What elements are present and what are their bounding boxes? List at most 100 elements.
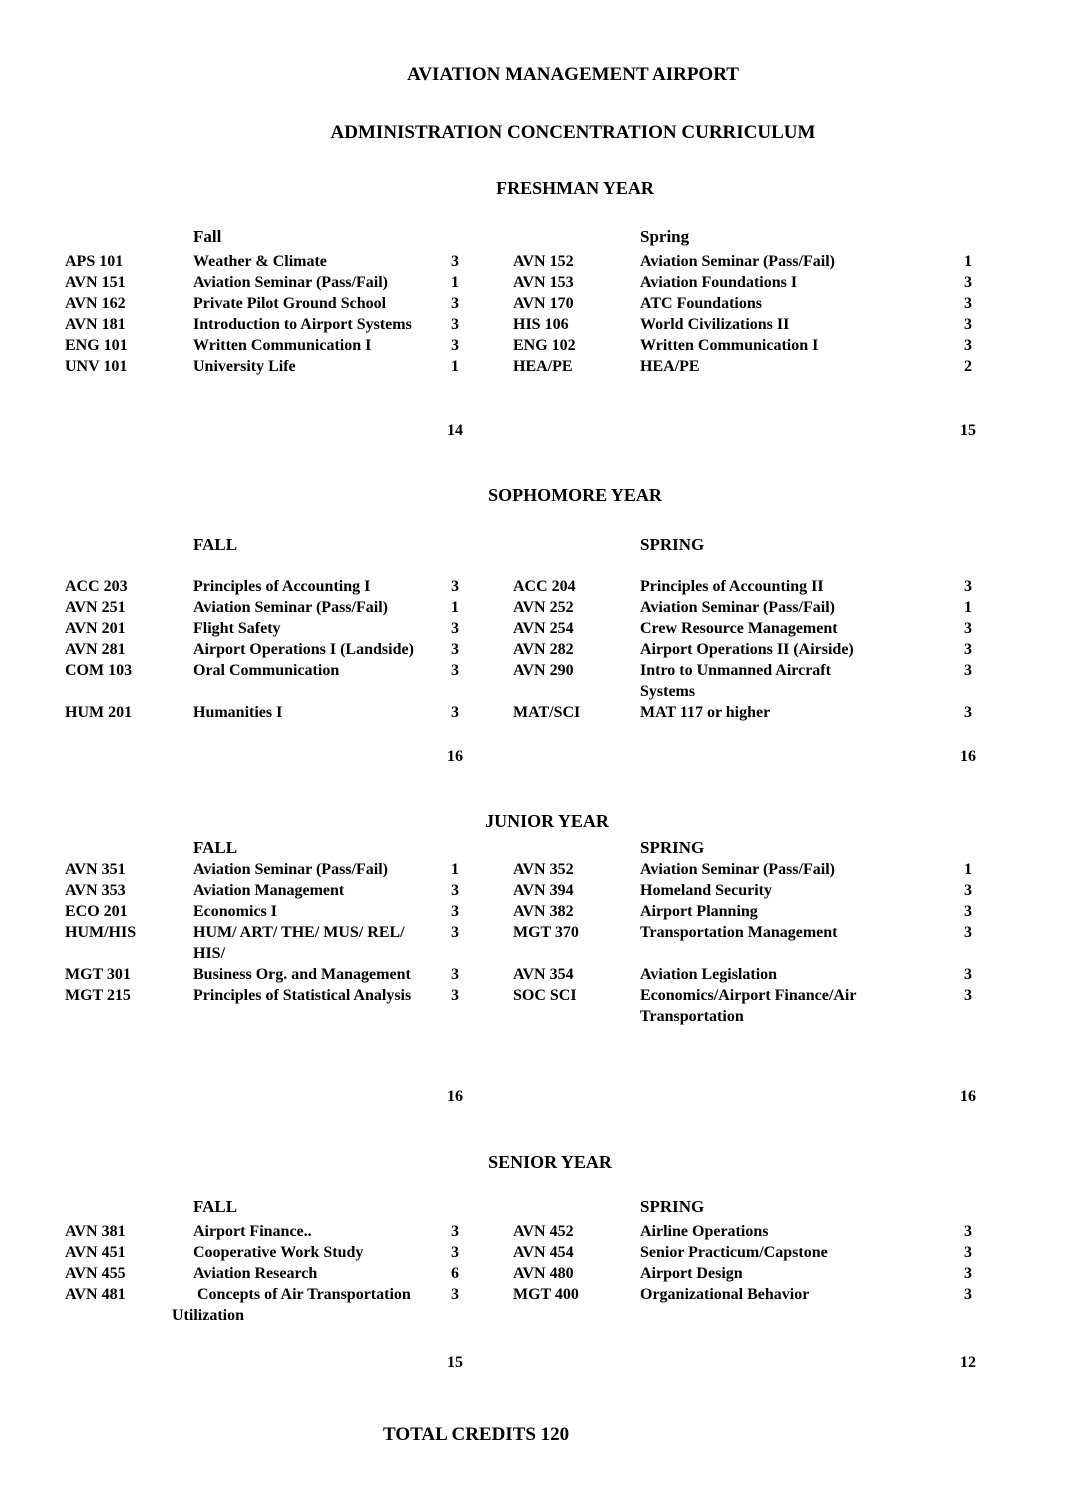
fall-course-title: Private Pilot Ground School bbox=[193, 295, 387, 312]
spring-course-title: Airport Planning bbox=[640, 903, 758, 920]
spring-course-credits: 3 bbox=[964, 1286, 972, 1303]
spacer-cell bbox=[470, 836, 513, 859]
column-gap bbox=[470, 901, 513, 922]
spring-course-code: AVN 454 bbox=[513, 1244, 574, 1261]
spacer-cell bbox=[950, 225, 986, 248]
fall-course-code: AVN 381 bbox=[65, 1223, 126, 1240]
spring-course-code: AVN 252 bbox=[513, 599, 574, 616]
spring-course-title: World Civilizations II bbox=[640, 316, 790, 333]
column-gap bbox=[470, 1221, 513, 1242]
fall-course-credits: 3 bbox=[451, 578, 459, 595]
semester-header-row: FALL SPRING bbox=[0, 533, 1088, 556]
column-gap bbox=[470, 272, 513, 293]
spring-semester-header: SPRING bbox=[640, 1197, 705, 1216]
fall-course-title: Aviation Seminar (Pass/Fail) bbox=[193, 599, 388, 616]
spring-course-title: Written Communication I bbox=[640, 337, 819, 354]
fall-total-credits: 16 bbox=[447, 748, 463, 765]
spring-course-title: Intro to Unmanned Aircraft Systems bbox=[640, 662, 831, 700]
spacer-cell bbox=[950, 533, 986, 556]
course-rows: APS 101 Weather & Climate 3 AVN 152 Avia… bbox=[0, 251, 1088, 377]
course-row: AVN 381 Airport Finance.. 3 AVN 452 Airl… bbox=[0, 1221, 1088, 1242]
course-row: HUM/HIS HUM/ ART/ THE/ MUS/ REL/ HIS/ 3 … bbox=[0, 922, 1088, 964]
spacer-cell bbox=[65, 420, 193, 441]
fall-semester-header: FALL bbox=[193, 838, 238, 857]
spacer-cell bbox=[950, 1195, 986, 1218]
spring-semester-header: SPRING bbox=[640, 535, 705, 554]
spacer-cell bbox=[513, 746, 640, 767]
spring-course-title: Aviation Seminar (Pass/Fail) bbox=[640, 599, 835, 616]
fall-course-credits: 1 bbox=[451, 274, 459, 291]
fall-course-title: Oral Communication bbox=[193, 662, 340, 679]
course-row: AVN 451 Cooperative Work Study 3 AVN 454… bbox=[0, 1242, 1088, 1263]
spacer-cell bbox=[65, 746, 193, 767]
fall-course-code: AVN 455 bbox=[65, 1265, 126, 1282]
spring-total-credits: 12 bbox=[960, 1354, 976, 1371]
spring-course-credits: 1 bbox=[964, 861, 972, 878]
column-gap bbox=[470, 251, 513, 272]
spring-course-credits: 3 bbox=[964, 337, 972, 354]
spring-course-code: AVN 382 bbox=[513, 903, 574, 920]
course-row: COM 103 Oral Communication 3 AVN 290 Int… bbox=[0, 660, 1088, 702]
spacer-cell bbox=[440, 225, 470, 248]
spring-course-credits: 3 bbox=[964, 316, 972, 333]
spring-total-credits: 16 bbox=[960, 1088, 976, 1105]
fall-course-title: HUM/ ART/ THE/ MUS/ REL/ HIS/ bbox=[193, 924, 405, 962]
fall-course-title: Concepts of Air Transportation Utilizati… bbox=[172, 1286, 411, 1324]
fall-course-credits: 3 bbox=[451, 987, 459, 1004]
fall-course-title: Airport Operations I (Landside) bbox=[193, 641, 414, 658]
spring-course-code: AVN 153 bbox=[513, 274, 574, 291]
fall-course-credits: 3 bbox=[451, 295, 459, 312]
year-section: SENIOR YEAR FALL SPRING AVN 381 Airport … bbox=[0, 1150, 1088, 1373]
fall-course-credits: 3 bbox=[451, 337, 459, 354]
spring-course-credits: 1 bbox=[964, 253, 972, 270]
spring-course-credits: 3 bbox=[964, 620, 972, 637]
fall-course-title: Economics I bbox=[193, 903, 277, 920]
fall-course-title: Principles of Accounting I bbox=[193, 578, 371, 595]
semester-header-row: Fall Spring bbox=[0, 225, 1088, 248]
fall-course-title: Aviation Seminar (Pass/Fail) bbox=[193, 274, 388, 291]
fall-course-code: AVN 151 bbox=[65, 274, 126, 291]
fall-course-credits: 3 bbox=[451, 641, 459, 658]
course-row: ACC 203 Principles of Accounting I 3 ACC… bbox=[0, 576, 1088, 597]
spring-course-title: Principles of Accounting II bbox=[640, 578, 824, 595]
spacer-cell bbox=[513, 533, 640, 556]
fall-course-title: Cooperative Work Study bbox=[193, 1244, 364, 1261]
spring-course-code: AVN 254 bbox=[513, 620, 574, 637]
year-section: JUNIOR YEAR FALL SPRING AVN 351 Aviation… bbox=[0, 809, 1088, 1107]
year-title: FRESHMAN YEAR bbox=[496, 178, 654, 198]
spring-course-credits: 1 bbox=[964, 599, 972, 616]
document-title-line2: ADMINISTRATION CONCENTRATION CURRICULUM bbox=[330, 122, 816, 143]
spacer-cell bbox=[470, 1352, 513, 1373]
fall-course-credits: 3 bbox=[451, 620, 459, 637]
spacer-cell bbox=[640, 1352, 950, 1373]
column-gap bbox=[470, 859, 513, 880]
fall-course-title: Airport Finance.. bbox=[193, 1223, 312, 1240]
course-row: AVN 455 Aviation Research 6 AVN 480 Airp… bbox=[0, 1263, 1088, 1284]
spring-course-code: AVN 354 bbox=[513, 966, 574, 983]
spring-course-title: MAT 117 or higher bbox=[640, 704, 771, 721]
spacer-cell bbox=[193, 746, 440, 767]
spring-course-code: AVN 170 bbox=[513, 295, 574, 312]
fall-course-credits: 3 bbox=[451, 1223, 459, 1240]
spring-course-credits: 3 bbox=[964, 578, 972, 595]
course-row: APS 101 Weather & Climate 3 AVN 152 Avia… bbox=[0, 251, 1088, 272]
spring-course-code: MGT 370 bbox=[513, 924, 579, 941]
spring-course-code: AVN 290 bbox=[513, 662, 574, 679]
spacer-cell bbox=[470, 420, 513, 441]
spring-course-code: ENG 102 bbox=[513, 337, 576, 354]
spacer-cell bbox=[193, 1086, 440, 1107]
course-row: AVN 162 Private Pilot Ground School 3 AV… bbox=[0, 293, 1088, 314]
fall-course-code: ACC 203 bbox=[65, 578, 128, 595]
fall-course-credits: 3 bbox=[451, 924, 459, 941]
fall-course-code: ECO 201 bbox=[65, 903, 128, 920]
year-section: FRESHMAN YEAR Fall Spring APS 101 Weathe… bbox=[0, 176, 1088, 441]
spring-course-credits: 2 bbox=[964, 358, 972, 375]
fall-course-credits: 3 bbox=[451, 882, 459, 899]
fall-course-code: APS 101 bbox=[65, 253, 124, 270]
course-rows: AVN 351 Aviation Seminar (Pass/Fail) 1 A… bbox=[0, 859, 1088, 1027]
spring-total-credits: 16 bbox=[960, 748, 976, 765]
spring-course-code: AVN 152 bbox=[513, 253, 574, 270]
fall-course-title: Aviation Management bbox=[193, 882, 345, 899]
course-row: AVN 281 Airport Operations I (Landside) … bbox=[0, 639, 1088, 660]
